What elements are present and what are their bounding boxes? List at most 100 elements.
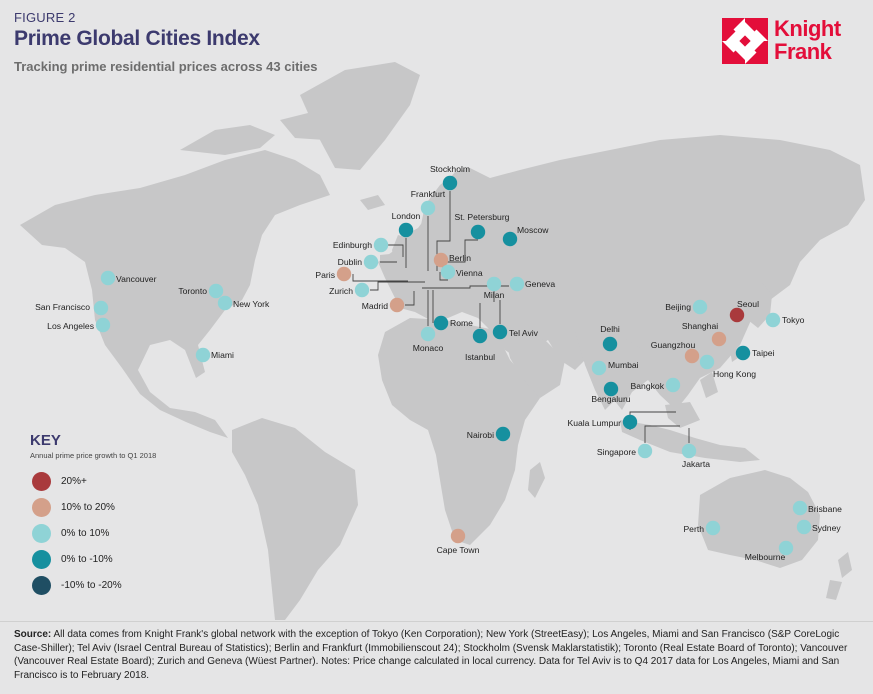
city-label-toronto: Toronto bbox=[178, 286, 207, 296]
city-marker-new-york[interactable] bbox=[217, 295, 233, 311]
source-label: Source: bbox=[14, 629, 52, 640]
logo-mark-icon bbox=[722, 18, 768, 64]
connector-line bbox=[644, 425, 680, 443]
city-label-paris: Paris bbox=[315, 270, 335, 280]
city-marker-delhi[interactable] bbox=[602, 336, 618, 352]
city-label-singapore: Singapore bbox=[597, 447, 636, 457]
city-marker-los-angeles[interactable] bbox=[95, 317, 111, 333]
knight-frank-logo: Knight Frank bbox=[722, 17, 852, 68]
city-marker-vancouver[interactable] bbox=[100, 270, 116, 286]
city-marker-frankfurt[interactable] bbox=[420, 200, 436, 216]
city-marker-kuala-lumpur[interactable] bbox=[622, 414, 638, 430]
city-marker-san-francisco[interactable] bbox=[93, 300, 109, 316]
new-zealand-landmass bbox=[826, 552, 852, 600]
city-marker-dublin[interactable] bbox=[363, 254, 379, 270]
city-label-brisbane: Brisbane bbox=[808, 504, 842, 514]
city-marker-tokyo[interactable] bbox=[765, 312, 781, 328]
legend-swatch bbox=[32, 497, 51, 517]
city-marker-seoul[interactable] bbox=[729, 307, 745, 323]
city-marker-tel-aviv[interactable] bbox=[492, 324, 508, 340]
city-label-sydney: Sydney bbox=[812, 523, 841, 533]
city-marker-melbourne[interactable] bbox=[778, 540, 794, 556]
legend-swatch bbox=[32, 575, 51, 595]
city-label-frankfurt: Frankfurt bbox=[411, 189, 446, 199]
city-marker-sydney[interactable] bbox=[796, 519, 812, 535]
city-label-bengaluru: Bengaluru bbox=[591, 394, 630, 404]
city-label-tokyo: Tokyo bbox=[782, 315, 805, 325]
city-marker-shanghai[interactable] bbox=[711, 331, 727, 347]
legend-swatch bbox=[32, 471, 51, 491]
legend-item: 10% to 20% bbox=[30, 494, 200, 520]
land-masses bbox=[20, 62, 865, 620]
city-marker-milan[interactable] bbox=[486, 276, 502, 292]
city-marker-singapore[interactable] bbox=[637, 443, 653, 459]
city-marker-bangkok[interactable] bbox=[665, 377, 681, 393]
map-subtitle: Tracking prime residential prices across… bbox=[14, 59, 318, 74]
city-marker-paris[interactable] bbox=[336, 266, 352, 282]
legend-subtitle: Annual prime price growth to Q1 2018 bbox=[30, 451, 157, 460]
city-marker-moscow[interactable] bbox=[502, 231, 518, 247]
city-marker-mumbai[interactable] bbox=[591, 360, 607, 376]
city-label-bangkok: Bangkok bbox=[631, 381, 665, 391]
taiwan-landmass bbox=[730, 346, 738, 362]
city-label-beijing: Beijing bbox=[665, 302, 691, 312]
legend: KEY Annual prime price growth to Q1 2018… bbox=[30, 432, 200, 598]
legend-label: 0% to 10% bbox=[61, 527, 110, 539]
city-marker-guangzhou[interactable] bbox=[684, 348, 700, 364]
city-label-stockholm: Stockholm bbox=[430, 164, 470, 174]
city-label-edinburgh: Edinburgh bbox=[333, 240, 372, 250]
greenland-landmass bbox=[300, 62, 420, 170]
city-marker-vienna[interactable] bbox=[440, 264, 456, 280]
city-label-geneva: Geneva bbox=[525, 279, 555, 289]
city-label-vancouver: Vancouver bbox=[116, 274, 157, 284]
city-marker-st-petersburg[interactable] bbox=[470, 224, 486, 240]
city-marker-toronto[interactable] bbox=[208, 283, 224, 299]
city-label-melbourne: Melbourne bbox=[745, 552, 786, 562]
connector-line bbox=[352, 274, 408, 282]
city-marker-geneva[interactable] bbox=[509, 276, 525, 292]
city-label-taipei: Taipei bbox=[752, 348, 775, 358]
city-marker-istanbul[interactable] bbox=[472, 328, 488, 344]
city-label-cape-town: Cape Town bbox=[437, 545, 480, 555]
city-marker-zurich[interactable] bbox=[354, 282, 370, 298]
city-marker-hong-kong[interactable] bbox=[699, 354, 715, 370]
city-marker-beijing[interactable] bbox=[692, 299, 708, 315]
city-marker-cape-town[interactable] bbox=[450, 528, 466, 544]
city-marker-bengaluru[interactable] bbox=[603, 381, 619, 397]
city-marker-monaco[interactable] bbox=[420, 326, 436, 342]
city-label-hong-kong: Hong Kong bbox=[713, 369, 756, 379]
city-marker-rome[interactable] bbox=[433, 315, 449, 331]
legend-label: 0% to -10% bbox=[61, 553, 113, 565]
arctic-islands bbox=[180, 110, 345, 155]
city-label-los-angeles: Los Angeles bbox=[47, 321, 94, 331]
north-america-landmass bbox=[20, 150, 330, 438]
city-label-berlin: Berlin bbox=[449, 253, 471, 263]
legend-label: -10% to -20% bbox=[61, 579, 122, 591]
city-marker-miami[interactable] bbox=[195, 347, 211, 363]
city-label-shanghai: Shanghai bbox=[682, 321, 718, 331]
world-map: Vancouver San Francisco Los Angeles Toronto… bbox=[20, 62, 865, 620]
city-marker-stockholm[interactable] bbox=[442, 175, 458, 191]
city-marker-jakarta[interactable] bbox=[681, 443, 697, 459]
legend-label: 20%+ bbox=[61, 475, 87, 487]
map-title: Prime Global Cities Index bbox=[14, 27, 260, 50]
connector-line bbox=[405, 291, 415, 306]
scandinavia-landmass bbox=[420, 170, 475, 245]
city-marker-berlin[interactable] bbox=[433, 252, 449, 268]
city-marker-taipei[interactable] bbox=[735, 345, 751, 361]
city-label-delhi: Delhi bbox=[600, 324, 620, 334]
legend-item: 0% to -10% bbox=[30, 546, 200, 572]
city-label-perth: Perth bbox=[683, 524, 704, 534]
city-label-kuala-lumpur: Kuala Lumpur bbox=[567, 418, 621, 428]
city-marker-brisbane[interactable] bbox=[792, 500, 808, 516]
south-america-landmass bbox=[232, 418, 358, 620]
city-marker-london[interactable] bbox=[398, 222, 414, 238]
africa-landmass bbox=[378, 318, 540, 545]
city-marker-nairobi[interactable] bbox=[495, 426, 511, 442]
city-marker-madrid[interactable] bbox=[389, 297, 405, 313]
city-marker-perth[interactable] bbox=[705, 520, 721, 536]
city-label-new-york: New York bbox=[233, 299, 270, 309]
city-marker-edinburgh[interactable] bbox=[373, 237, 389, 253]
arabia-landmass bbox=[505, 335, 565, 398]
city-label-rome: Rome bbox=[450, 318, 473, 328]
